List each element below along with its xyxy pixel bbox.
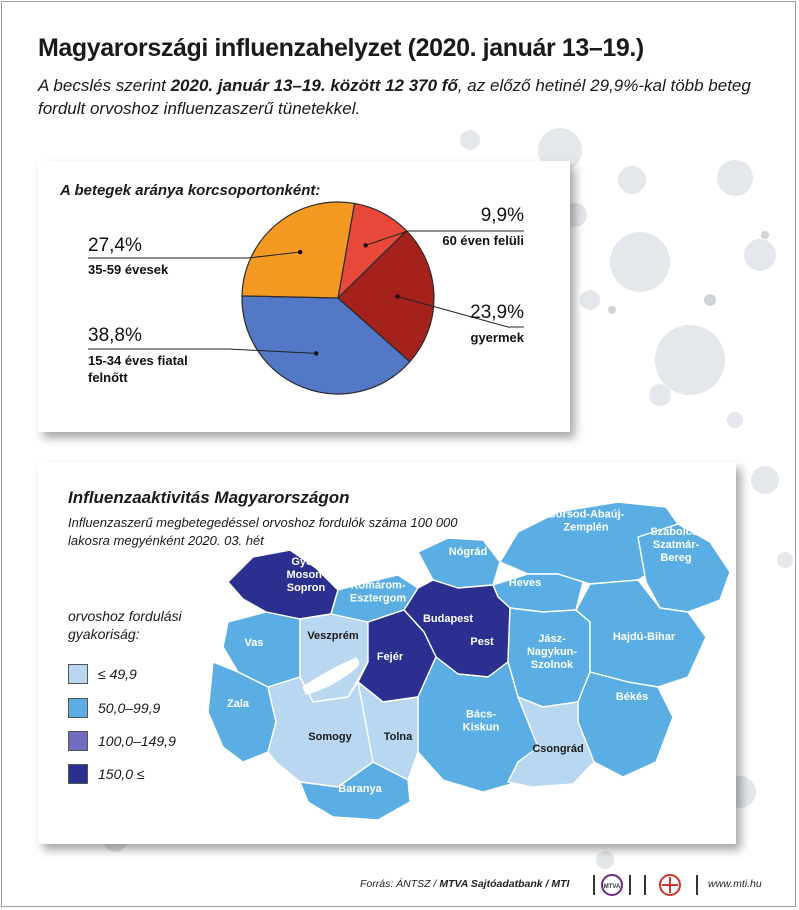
legend-swatch-2 <box>68 698 88 718</box>
subtitle-text-post: , az előző hetinél 29,9%-kal több beteg … <box>38 76 751 118</box>
county-label-1: Sopron <box>287 582 326 594</box>
pie-leader-dot-1 <box>363 243 368 248</box>
pie-leader-line-4 <box>88 251 301 259</box>
county-label-12: Szolnok <box>531 659 574 671</box>
pie-chart-title: A betegek aránya korcsoportonként: <box>60 182 321 199</box>
legend-item-1: ≤ 49,9 <box>68 664 238 684</box>
pie-category-label-3: felnőtt <box>88 370 128 385</box>
source-agency: MTVA Sajtóadatbank / MTI <box>439 878 570 890</box>
county-label-2: Esztergom <box>350 593 406 605</box>
county-region-20 <box>299 761 411 821</box>
county-label-20: Baranya <box>338 783 382 795</box>
legend-swatch-4 <box>68 764 88 784</box>
legend-item-4: 150,0 ≤ <box>68 764 238 784</box>
county-region-19 <box>507 696 595 788</box>
county-region-13 <box>575 579 707 688</box>
pie-category-label-1: 60 éven felüli <box>442 233 524 248</box>
county-label-1: Győr- <box>291 556 321 568</box>
source-text: Forrás: ÁNTSZ / <box>360 878 440 890</box>
map-title: Influenzaaktivitás Magyarországon <box>68 488 350 507</box>
legend-swatch-1 <box>68 664 88 684</box>
legend-swatch-3 <box>68 731 88 751</box>
legend-label-3: 100,0–149,9 <box>98 733 176 749</box>
legend-label-1: ≤ 49,9 <box>98 666 137 682</box>
pie-value-label-1: 9,9% <box>481 205 524 226</box>
pie-leader-line-1 <box>365 230 524 246</box>
lake-balaton-shape <box>302 657 360 695</box>
county-shapes <box>207 501 731 821</box>
map-card: Győr- Moson- Sopron Komárom- Esztergom Nógrád… <box>38 462 736 844</box>
page-title: Magyarországi influenzahelyzet (2020. ja… <box>38 34 644 62</box>
pie-leader-line-2 <box>397 296 524 328</box>
pie-category-label-3: 15-34 éves fiatal <box>88 353 188 368</box>
county-label-5: Szatmár- <box>653 539 700 551</box>
county-label-12: Jász- <box>538 633 566 645</box>
county-label-3: Nógrád <box>449 546 488 558</box>
footer-url: www.mti.hu <box>708 878 762 890</box>
pie-value-label-4: 27,4% <box>88 235 142 256</box>
mtva-logo-icon: MTVA <box>593 874 631 896</box>
county-label-5: Szabolcs- <box>650 526 702 538</box>
legend-item-3: 100,0–149,9 <box>68 731 238 751</box>
pie-slice-4 <box>241 201 356 299</box>
county-label-14: Zala <box>227 698 250 710</box>
subtitle-text-bold: 2020. január 13–19. között 12 370 fő <box>170 76 458 95</box>
pie-category-label-2: gyermek <box>471 330 525 345</box>
county-region-5 <box>637 523 731 613</box>
county-label-1: Moson- <box>286 569 325 581</box>
legend-label-2: 50,0–99,9 <box>98 700 161 716</box>
map-subtitle: Influenzaszerű megbetegedéssel orvoshoz … <box>68 515 458 548</box>
county-label-15: Békés <box>616 691 648 703</box>
county-label-4: Zemplén <box>563 522 609 534</box>
county-label-7: Vas <box>245 637 264 649</box>
legend-title: orvoshoz fordulási gyakoriság: <box>68 608 182 642</box>
mtva-logo-text: MTVA <box>604 884 621 890</box>
county-label-18: Tolna <box>384 731 413 743</box>
pie-value-label-2: 23,9% <box>470 302 524 323</box>
county-label-11: Fejér <box>377 651 404 663</box>
county-label-12: Nagykun- <box>527 646 577 658</box>
county-label-19: Csongrád <box>532 743 583 755</box>
mti-logo-icon <box>644 874 698 896</box>
hungary-county-map: Győr-Moson-Sopron Komárom-Esztergom Nógrád… <box>207 501 731 821</box>
county-label-2: Komárom- <box>350 580 405 592</box>
county-label-5: Bereg <box>660 552 691 564</box>
pie-leader-dot-3 <box>314 351 319 356</box>
legend-item-2: 50,0–99,9 <box>68 698 238 718</box>
county-label-10: Pest <box>470 636 494 648</box>
pie-leader-dot-2 <box>395 294 400 299</box>
county-label-4: Borsod-Abaúj- <box>548 509 625 521</box>
legend-label-4: 150,0 ≤ <box>98 766 145 782</box>
pie-leader-dot-4 <box>298 249 303 255</box>
pie-slice-2 <box>337 229 435 363</box>
pie-category-label-4: 35-59 évesek <box>88 262 169 277</box>
county-label-8: Veszprém <box>307 630 359 642</box>
pie-chart-card: A betegek aránya korcsoportonként: 9,9% 6… <box>38 161 570 432</box>
page-subtitle: A becslés szerint 2020. január 13–19. kö… <box>38 74 773 120</box>
county-label-6: Heves <box>509 577 541 589</box>
subtitle-text-pre: A becslés szerint <box>38 76 171 95</box>
county-label-13: Hajdú-Bihar <box>613 631 676 643</box>
pie-slice-3 <box>241 295 411 395</box>
county-label-16: Bács- <box>466 709 496 721</box>
county-label-17: Somogy <box>308 731 352 743</box>
source-credit: Forrás: ÁNTSZ / MTVA Sajtóadatbank / MTI <box>360 878 569 890</box>
pie-value-label-3: 38,8% <box>88 325 142 346</box>
pie-chart: 9,9% 60 éven felüli 23,9% gyermek 38,8% 15-34… <box>88 201 525 395</box>
pie-leader-line-3 <box>88 348 317 354</box>
county-label-9: Budapest <box>423 613 473 625</box>
county-label-16: Kiskun <box>463 722 500 734</box>
